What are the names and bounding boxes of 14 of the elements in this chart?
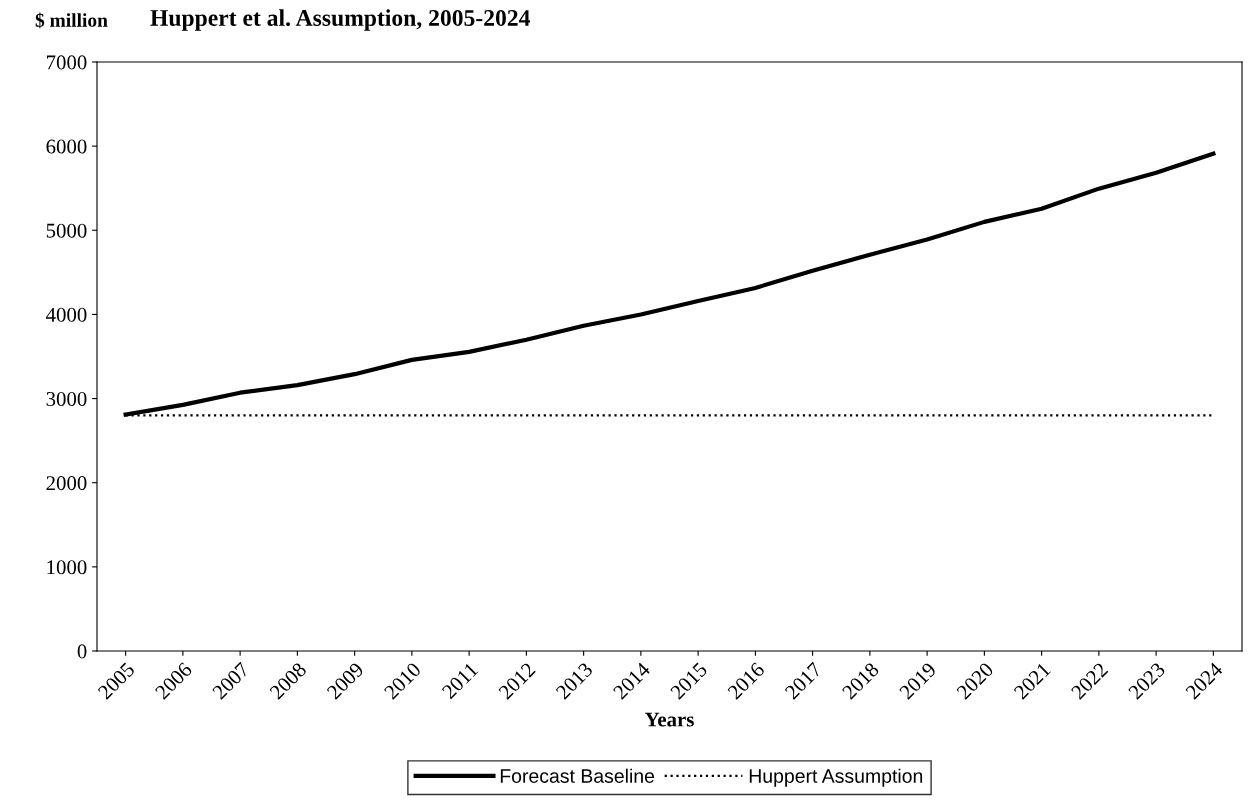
chart-title: Huppert et al. Assumption, 2005-2024 bbox=[150, 9, 530, 31]
y-tick-label: 2000 bbox=[46, 476, 87, 491]
legend-label: Huppert Assumption bbox=[749, 768, 923, 787]
legend-label: Forecast Baseline bbox=[500, 768, 655, 783]
y-axis-title: $ million bbox=[35, 12, 108, 29]
x-tick-label: 2011 bbox=[441, 662, 479, 700]
y-tick-label: 5000 bbox=[46, 223, 87, 238]
y-tick-label: 3000 bbox=[46, 391, 87, 406]
y-tick-label: 6000 bbox=[46, 139, 87, 154]
y-tick-label: 0 bbox=[77, 644, 87, 659]
y-tick-label: 1000 bbox=[47, 560, 87, 575]
x-axis-title: Years bbox=[644, 712, 694, 727]
y-tick-label: 7000 bbox=[46, 55, 87, 70]
y-tick-label: 4000 bbox=[46, 307, 87, 322]
